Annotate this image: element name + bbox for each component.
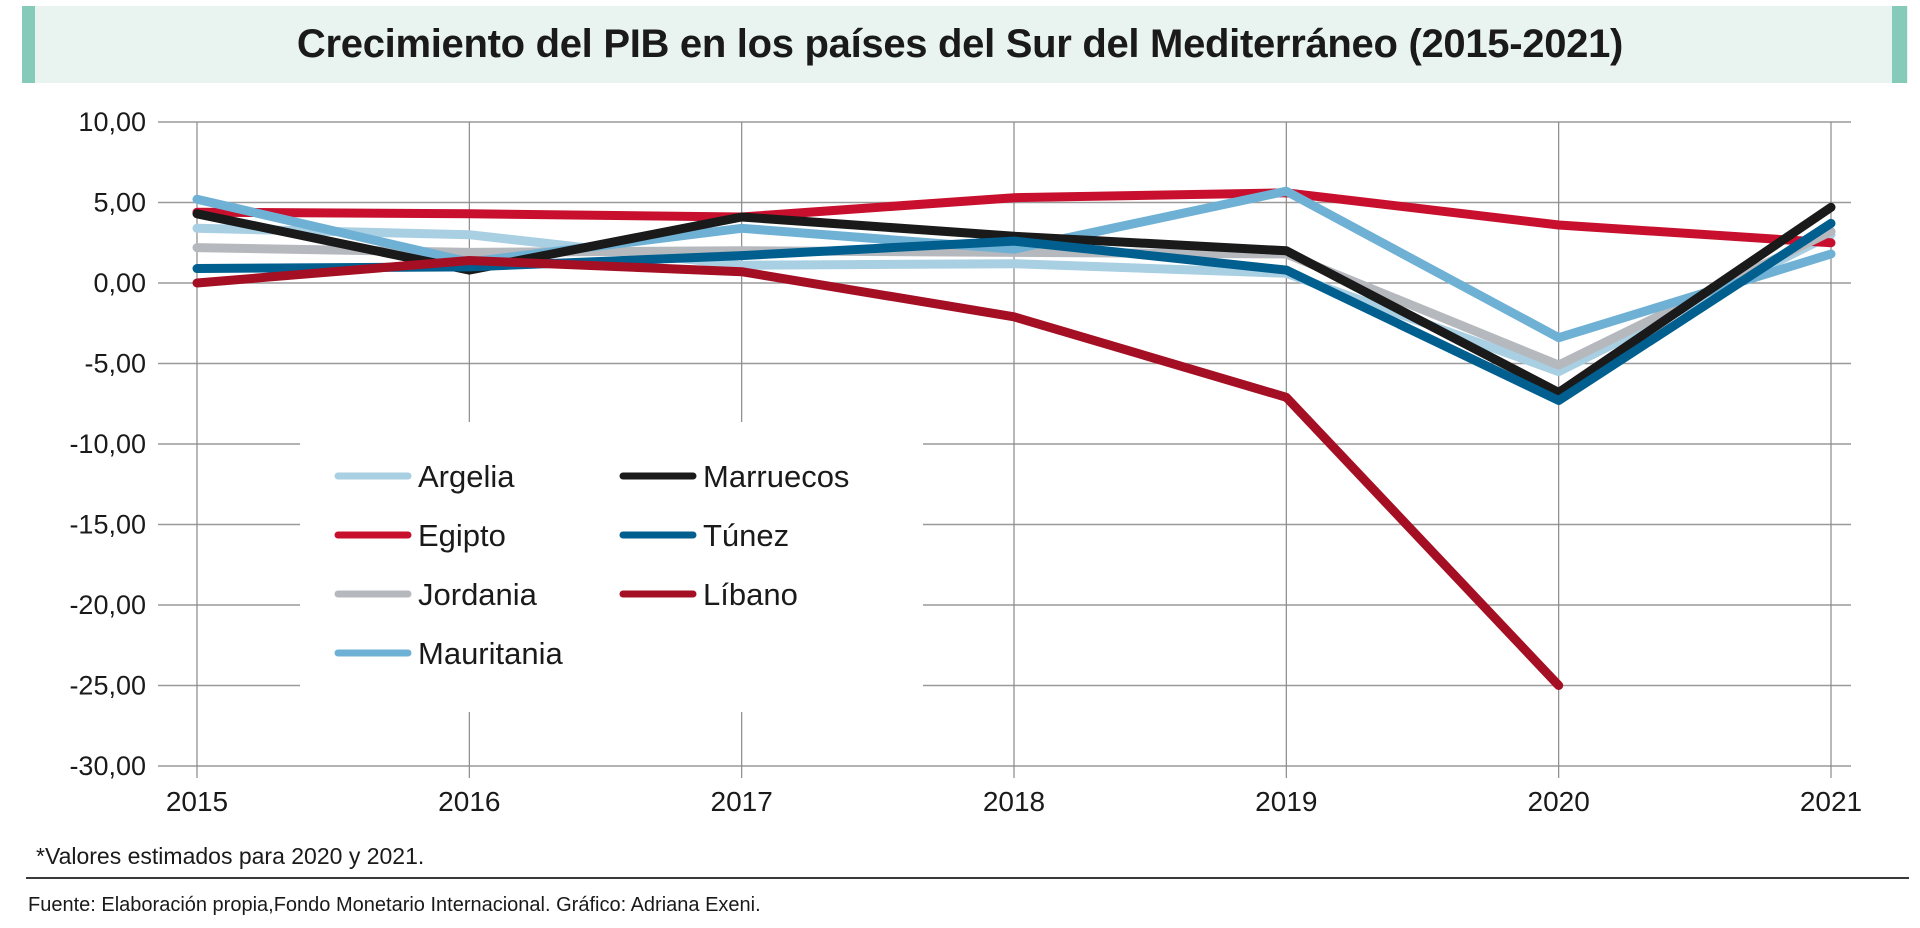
legend-item-egipto: Egipto bbox=[334, 518, 506, 553]
source-credit: Fuente: Elaboración propia,Fondo Monetar… bbox=[28, 894, 761, 916]
y-tick-label: -20,00 bbox=[69, 590, 146, 620]
x-axis-ticks: 2015 2016 2017 2018 2019 2020 2021 bbox=[166, 786, 1862, 817]
title-banner bbox=[22, 6, 1908, 83]
legend-item-tunez: Túnez bbox=[619, 518, 789, 553]
x-tick-label: 2020 bbox=[1528, 786, 1590, 817]
y-tick-label: 5,00 bbox=[93, 188, 146, 218]
legend-label: Argelia bbox=[418, 459, 515, 494]
x-tick-label: 2018 bbox=[983, 786, 1045, 817]
legend-item-mauritania: Mauritania bbox=[334, 636, 563, 671]
x-tick-label: 2015 bbox=[166, 786, 228, 817]
y-tick-label: 0,00 bbox=[93, 268, 146, 298]
legend: Argelia Marruecos Egipto Túnez Jordania Líban… bbox=[334, 459, 849, 671]
legend-item-marruecos: Marruecos bbox=[619, 459, 849, 494]
legend-label: Egipto bbox=[418, 518, 506, 553]
legend-label: Líbano bbox=[703, 577, 798, 612]
footer-separator bbox=[26, 877, 1909, 879]
legend-label: Marruecos bbox=[703, 459, 849, 494]
legend-label: Jordania bbox=[418, 577, 538, 612]
y-axis-ticks: 10,00 5,00 0,00 -5,00 -10,00 -15,00 -20,00 -25,… bbox=[69, 107, 146, 781]
chart-title: Crecimiento del PIB en los países del Su… bbox=[296, 22, 1624, 66]
series-lines bbox=[192, 186, 1836, 690]
x-tick-label: 2016 bbox=[438, 786, 500, 817]
series-line-egipto bbox=[192, 188, 1836, 248]
y-tick-label: -30,00 bbox=[69, 751, 146, 781]
series-line-libano bbox=[192, 256, 1564, 690]
x-tick-label: 2017 bbox=[711, 786, 773, 817]
x-tick-label: 2019 bbox=[1255, 786, 1317, 817]
legend-item-jordania: Jordania bbox=[334, 577, 538, 612]
y-tick-label: -25,00 bbox=[69, 671, 146, 701]
y-tick-label: 10,00 bbox=[78, 107, 146, 137]
series-line-argelia bbox=[192, 223, 1836, 377]
y-tick-label: -5,00 bbox=[84, 349, 146, 379]
legend-label: Mauritania bbox=[418, 636, 563, 671]
title-accent-right bbox=[1892, 6, 1907, 83]
y-tick-label: -10,00 bbox=[69, 429, 146, 459]
title-accent-left bbox=[22, 6, 35, 83]
estimate-note: *Valores estimados para 2020 y 2021. bbox=[36, 843, 425, 869]
legend-label: Túnez bbox=[703, 518, 789, 553]
y-tick-label: -15,00 bbox=[69, 510, 146, 540]
x-tick-label: 2021 bbox=[1800, 786, 1862, 817]
legend-item-argelia: Argelia bbox=[334, 459, 515, 494]
legend-item-libano: Líbano bbox=[619, 577, 798, 612]
series-line-tunez bbox=[192, 218, 1836, 405]
legend-background bbox=[300, 422, 923, 712]
